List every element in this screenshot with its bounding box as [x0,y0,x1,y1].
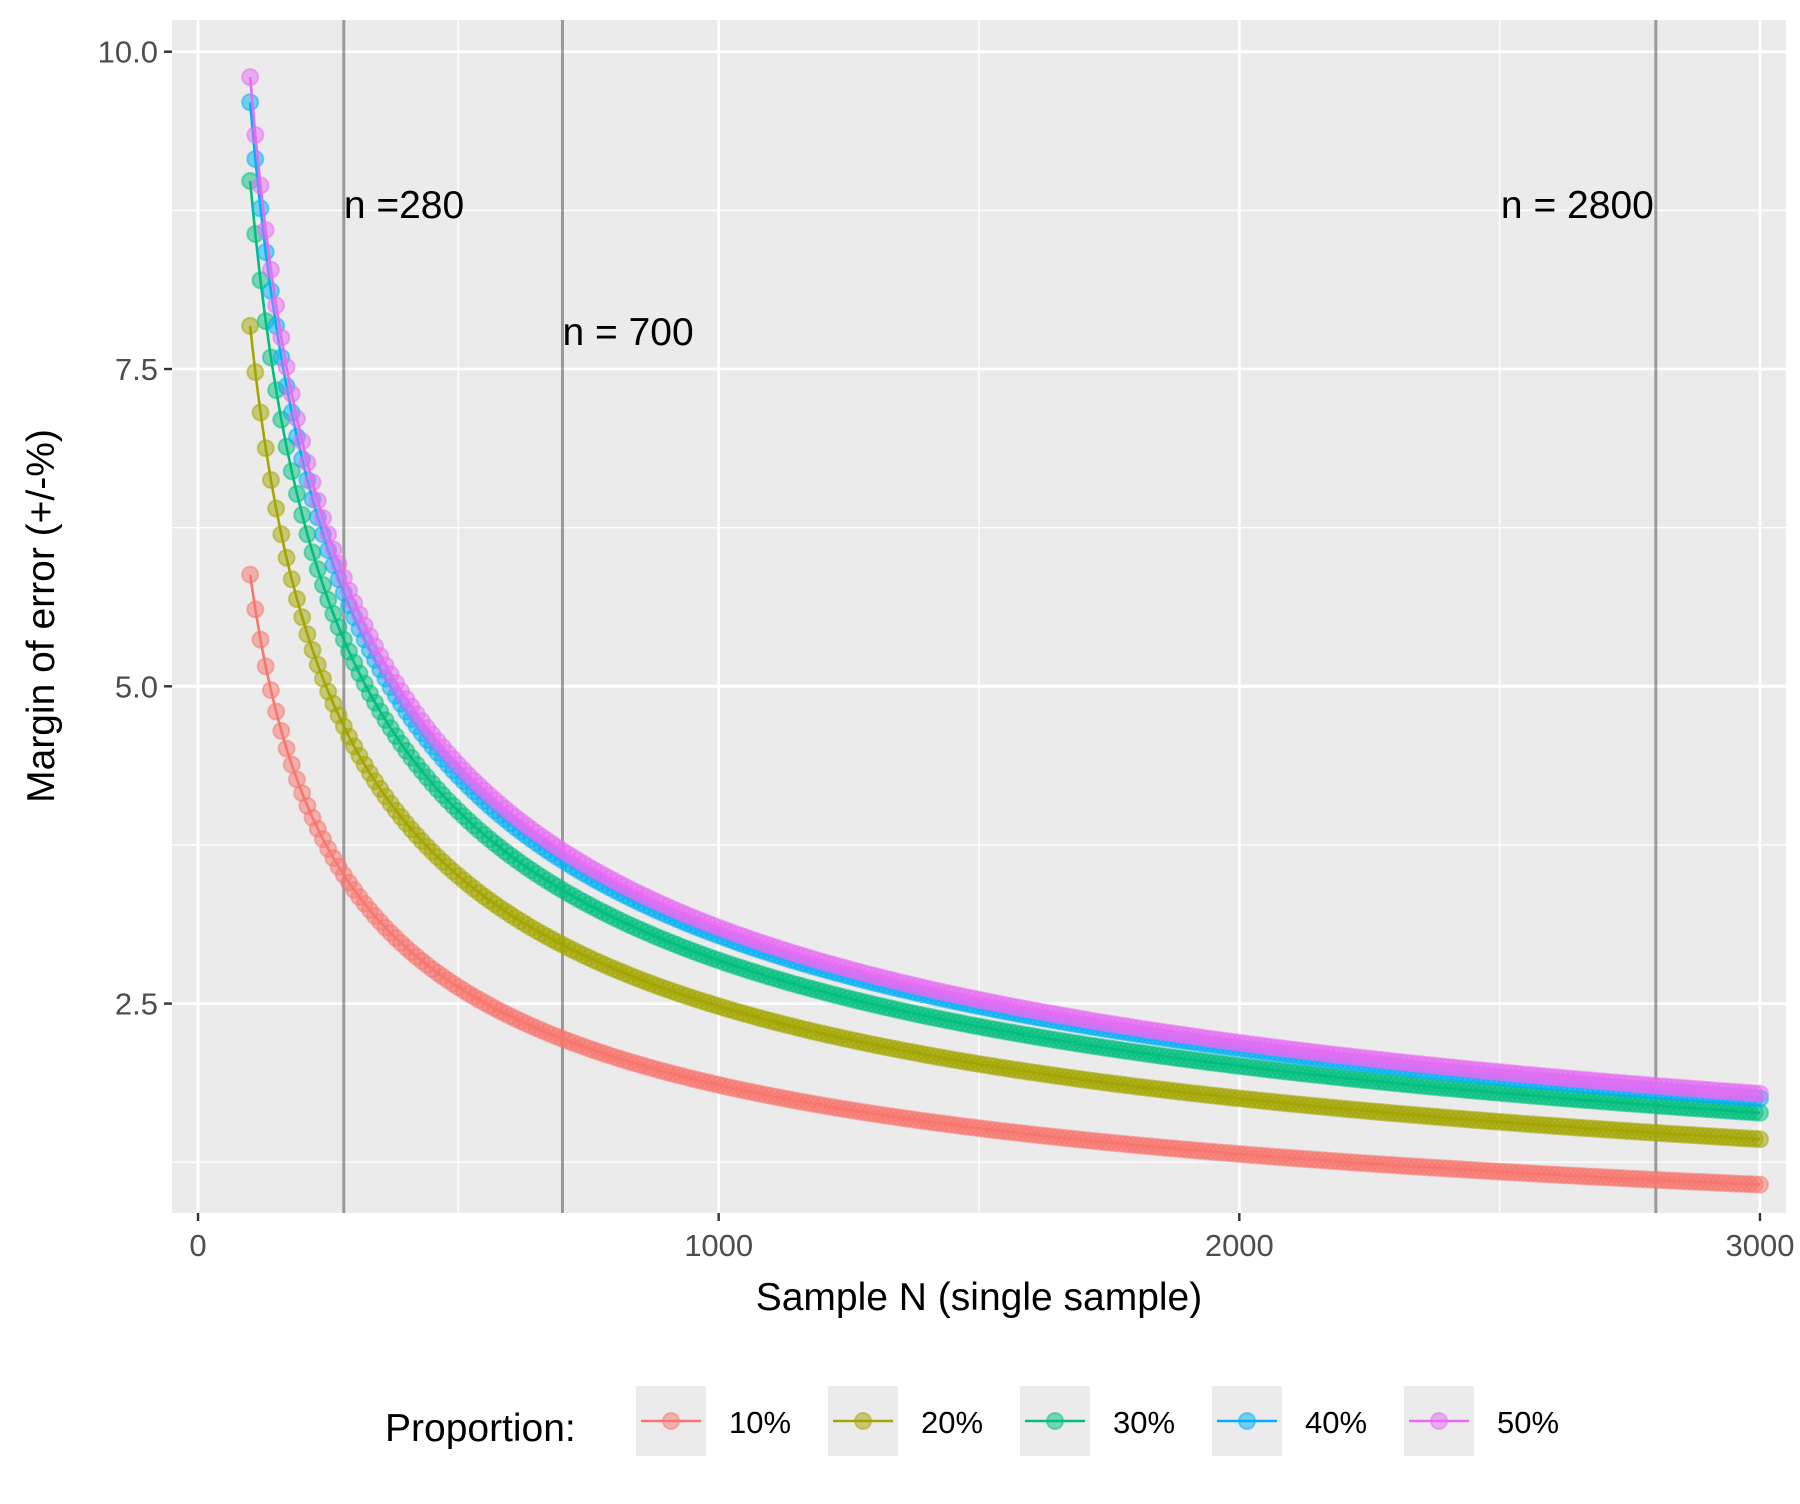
series-50pct [241,68,1769,1103]
series-layer [241,68,1769,1194]
y-axis-title: Margin of error (+/-%) [20,429,63,803]
legend-label: 40% [1305,1405,1367,1440]
legend-label: 10% [729,1405,791,1440]
y-tick-label: 7.5 [115,352,158,387]
y-axis: 2.5 5.0 7.5 10.0 [98,35,172,1022]
legend-item-50pct: 50% [1404,1386,1559,1456]
series-line [248,180,1761,1115]
legend-item-30pct: 30% [1020,1386,1175,1456]
legend-label: 20% [921,1405,983,1440]
x-tick-label: 3000 [1725,1228,1794,1263]
x-tick-label: 1000 [684,1228,753,1263]
y-tick-label: 10.0 [98,35,158,70]
x-axis-title: Sample N (single sample) [756,1276,1203,1319]
series-20pct [241,316,1769,1149]
legend: Proportion: 10% 20% 30% 40% 50% [385,1386,1559,1456]
legend-key-point [854,1412,872,1430]
reference-label: n =280 [344,184,464,227]
y-tick-label: 2.5 [115,987,158,1022]
reference-labels: n =280 n = 700 n = 2800 [344,184,1654,354]
legend-key-point [1430,1412,1448,1430]
legend-label: 50% [1497,1405,1559,1440]
grid-minor [172,20,1786,1213]
legend-key-point [1046,1412,1064,1430]
y-tick-label: 5.0 [115,669,158,704]
legend-item-10pct: 10% [636,1386,791,1456]
series-10pct [241,565,1769,1194]
reference-label: n = 2800 [1501,184,1654,227]
legend-item-20pct: 20% [828,1386,983,1456]
legend-item-40pct: 40% [1212,1386,1367,1456]
legend-key-point [662,1412,680,1430]
x-tick-label: 0 [189,1228,206,1263]
series-line [248,76,1761,1096]
series-line [248,574,1761,1186]
reference-lines [342,20,1658,1213]
series-line [248,325,1761,1141]
legend-title: Proportion: [385,1407,576,1450]
reference-label: n = 700 [562,311,693,354]
grid-major [172,20,1786,1213]
legend-label: 30% [1113,1405,1175,1440]
legend-key-point [1238,1412,1256,1430]
x-axis: 0 1000 2000 3000 [189,1213,1794,1263]
x-tick-label: 2000 [1205,1228,1274,1263]
